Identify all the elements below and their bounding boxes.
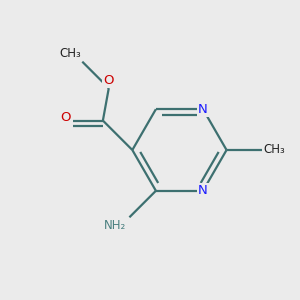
Text: N: N (198, 184, 208, 197)
Text: O: O (61, 111, 71, 124)
Text: NH₂: NH₂ (104, 219, 126, 232)
Text: O: O (103, 74, 114, 87)
Text: N: N (198, 103, 208, 116)
Text: CH₃: CH₃ (263, 143, 285, 157)
Text: CH₃: CH₃ (59, 47, 81, 60)
